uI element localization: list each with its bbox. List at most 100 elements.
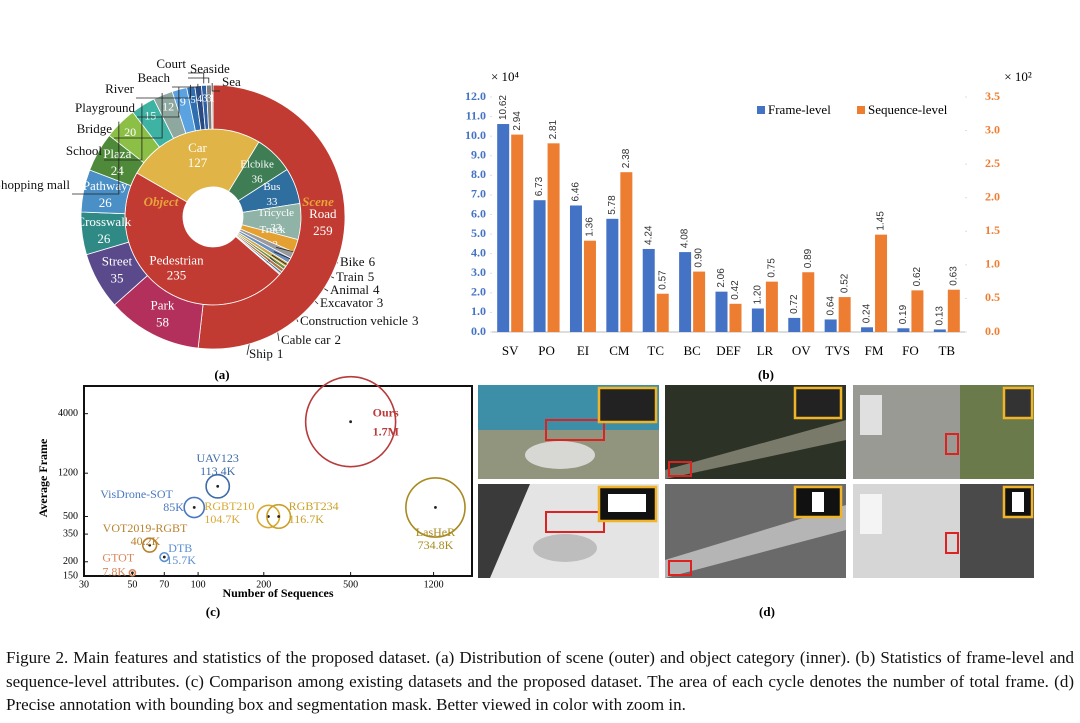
segment-value: 12 <box>162 100 174 114</box>
y-tick-label: 10.0 <box>465 128 486 142</box>
value-label: 0.62 <box>912 266 923 286</box>
bubble-center <box>267 515 270 518</box>
segment-label: Plaza <box>103 146 131 161</box>
segment-name: Ship <box>249 346 273 361</box>
segment-value: 15 <box>144 109 156 123</box>
y2-tick-label: 3.0 <box>985 122 1000 136</box>
ring-segment <box>197 84 346 350</box>
y-tick-label: 6.0 <box>471 206 486 220</box>
leader-line <box>114 93 163 139</box>
value-label: 0.52 <box>839 273 850 293</box>
segment-label: Tricycle <box>258 207 294 219</box>
bar <box>693 271 706 332</box>
bar <box>547 143 560 332</box>
segment-name: Animal <box>330 282 369 297</box>
bubble-center <box>277 515 281 518</box>
ring-segment <box>210 84 214 130</box>
bar <box>642 248 655 332</box>
image-detail <box>533 534 597 562</box>
x-tick-label: 30 <box>79 579 89 590</box>
leader-line <box>211 83 220 92</box>
bubble <box>159 551 170 563</box>
bubble-size-label: 85K <box>163 500 184 514</box>
leader-line <box>136 84 191 99</box>
segment-value: 4 <box>373 282 380 297</box>
x-tick-label: CM <box>609 343 630 358</box>
segment-value: 5 <box>191 95 196 106</box>
bubble-center <box>216 484 220 488</box>
bounding-box <box>945 433 959 455</box>
value-label: 0.72 <box>789 294 800 314</box>
image-detail <box>478 484 530 578</box>
bar <box>656 293 669 332</box>
value-label: 0.63 <box>948 266 959 286</box>
bounding-box <box>945 532 959 554</box>
bar <box>511 134 524 332</box>
bar <box>875 234 888 332</box>
bubble-size-label: 7.8K <box>102 565 126 579</box>
bar <box>838 297 851 332</box>
ring-name: Scene <box>302 194 334 209</box>
x-tick-label: 100 <box>191 579 206 590</box>
value-label: 2.81 <box>548 119 559 139</box>
value-label: 4.08 <box>680 228 691 248</box>
bubble <box>183 496 206 519</box>
plot-frame <box>83 385 473 577</box>
bubble <box>205 473 231 499</box>
value-label: 4.24 <box>643 225 654 245</box>
y-tick-label: 8.0 <box>471 167 486 181</box>
value-label: 1.45 <box>876 211 887 231</box>
bubble-center <box>131 571 134 575</box>
y-tick-label: 7.0 <box>471 187 486 201</box>
segment-label: Beach <box>138 70 171 85</box>
bar <box>497 124 510 333</box>
bubble-size-label: 15.7K <box>166 553 196 567</box>
segment-name: Construction vehicle <box>300 313 408 328</box>
inset <box>597 386 658 424</box>
bubble-name: Ours <box>373 405 399 419</box>
segment-label: Train 5 <box>336 269 374 284</box>
value-label: 0.24 <box>862 303 873 323</box>
bubble <box>128 568 137 577</box>
leader-line <box>72 121 120 195</box>
segment-value: 6 <box>369 254 376 269</box>
figure-caption: Figure 2. Main features and statistics o… <box>6 648 1074 714</box>
y-unit: × 10⁴ <box>491 69 520 84</box>
panel-label: (a) <box>214 367 229 382</box>
value-label: 0.64 <box>825 296 836 316</box>
x-tick-label: SV <box>502 343 519 358</box>
segment-value: 33 <box>270 222 282 234</box>
segment-label: Park <box>151 298 175 313</box>
x-tick-label: 200 <box>256 579 271 590</box>
bubble-center <box>148 543 152 547</box>
segment-label: Shopping mall <box>0 177 70 192</box>
x-tick-label: OV <box>792 343 811 358</box>
segment-value: 26 <box>97 231 111 246</box>
y-tick-label: 350 <box>63 528 78 539</box>
bounding-box <box>668 461 692 477</box>
bar <box>606 218 619 332</box>
value-label: 0.89 <box>803 248 814 268</box>
segment-label: Sea <box>222 74 241 89</box>
inset <box>793 386 843 420</box>
segment-name: Bike <box>340 254 365 269</box>
segment-label: Cable car 2 <box>281 332 341 347</box>
bubble-size-label: 113.4K <box>200 464 236 478</box>
legend-label: Sequence-level <box>868 102 948 117</box>
leader-line <box>104 103 143 161</box>
leader-line <box>188 77 210 84</box>
x-tick-label: TB <box>938 343 955 358</box>
panel-label: (b) <box>758 367 774 382</box>
bubble-size-label: 734.8K <box>418 538 454 552</box>
segment-label: Construction vehicle 3 <box>300 313 418 328</box>
bar <box>911 290 924 332</box>
bar <box>861 327 874 332</box>
value-label: 0.75 <box>767 258 778 278</box>
x-tick-label: 500 <box>343 579 358 590</box>
segment-label: Ship 1 <box>249 346 283 361</box>
segment-label: Truck <box>260 224 286 236</box>
x-tick-label: BC <box>683 343 700 358</box>
image-grid <box>478 385 1034 578</box>
image-detail <box>525 441 595 469</box>
